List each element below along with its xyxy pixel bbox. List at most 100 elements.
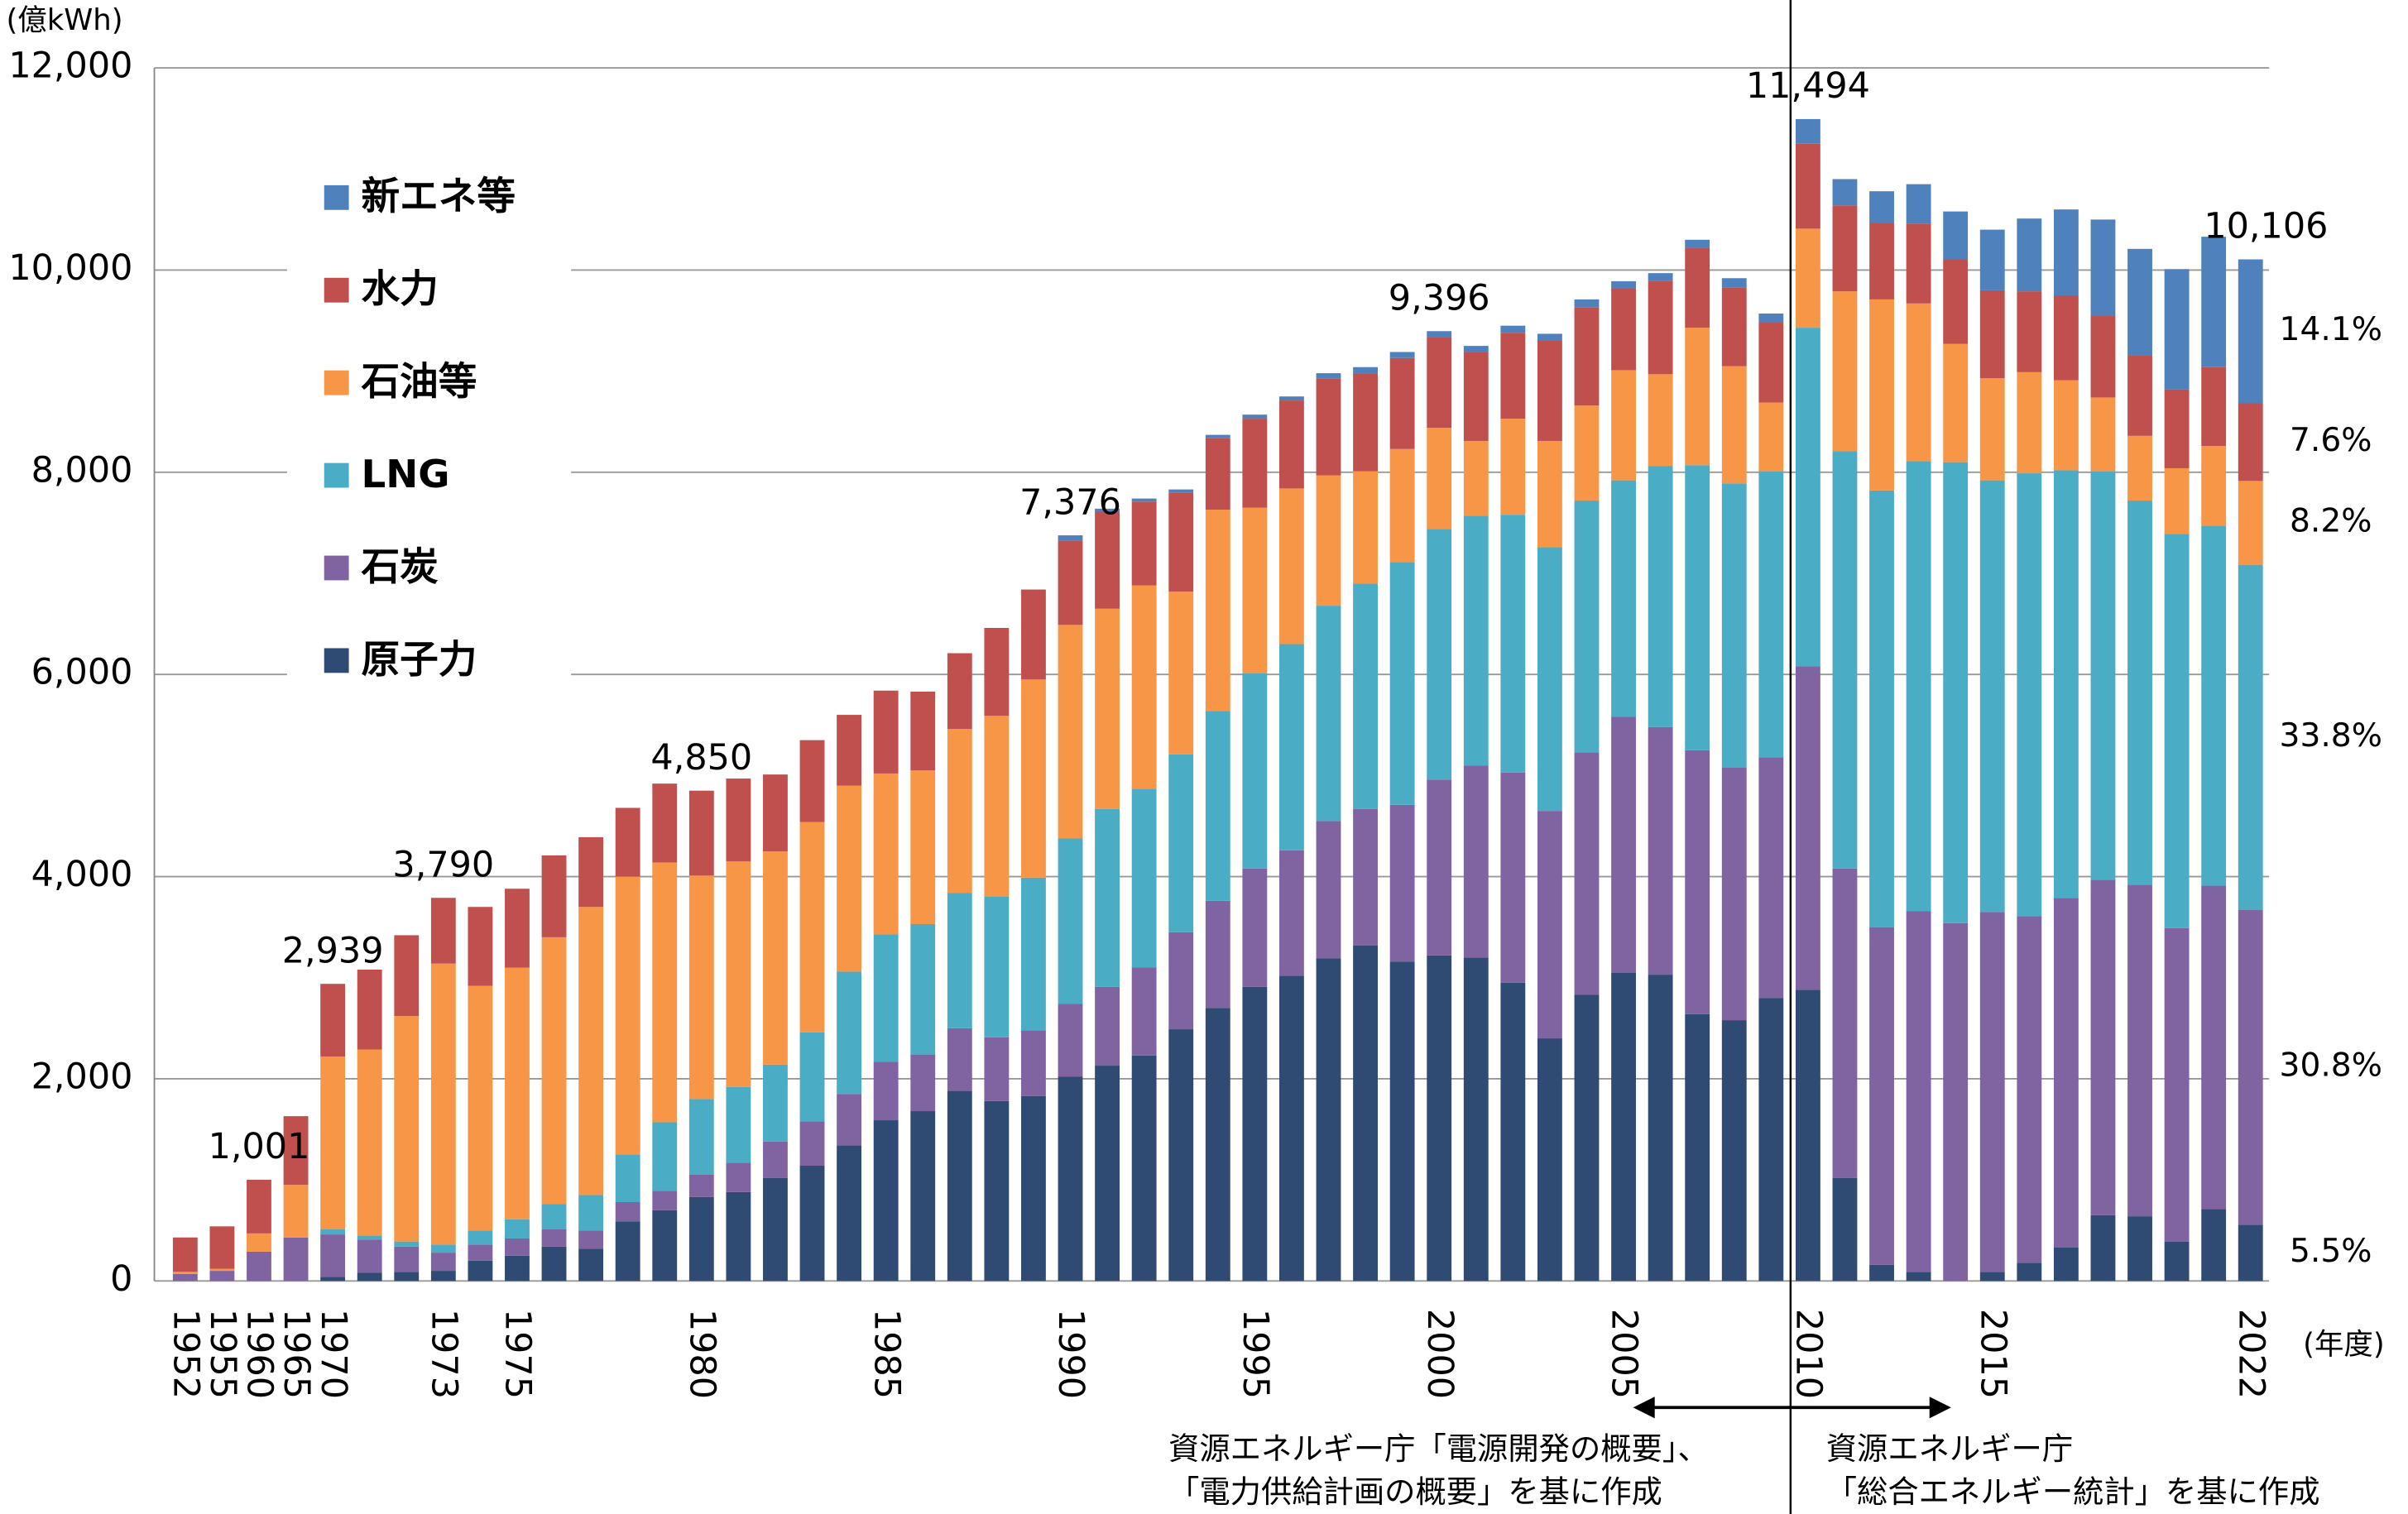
bar-segment — [726, 861, 751, 1087]
bar-segment — [2127, 1216, 2152, 1282]
bar-segment — [357, 1049, 382, 1236]
bar-segment — [2201, 237, 2227, 367]
bar-segment — [1795, 328, 1820, 667]
bar-segment — [615, 1221, 640, 1282]
x-tick-label: 2015 — [1972, 1309, 2013, 1399]
bar-segment — [1279, 644, 1304, 850]
bar-segment — [2017, 371, 2042, 474]
bar-segment — [2053, 470, 2079, 898]
bar-segment — [615, 876, 640, 1155]
bar-segment — [1574, 307, 1600, 406]
bar-segment — [320, 1277, 346, 1282]
total-label: 4,850 — [650, 737, 752, 779]
bar-segment — [578, 1248, 604, 1282]
bar-segment — [541, 855, 567, 937]
bar-segment — [1832, 291, 1858, 452]
x-tick-label: 1990 — [1050, 1309, 1091, 1399]
x-tick-label: 1980 — [681, 1309, 722, 1399]
bar-segment — [1869, 223, 1894, 299]
bar-segment — [1795, 118, 1820, 144]
bar-segment — [1906, 911, 1931, 1272]
bar-segment — [247, 1233, 271, 1252]
bar-segment — [1168, 754, 1194, 932]
bar-segment — [1427, 529, 1452, 780]
bar-segment — [1721, 767, 1747, 1021]
bar-segment — [1463, 346, 1489, 352]
bar-segment — [2164, 269, 2190, 390]
bar-segment — [1758, 998, 1784, 1282]
bar-segment — [430, 1244, 456, 1253]
bar-segment — [209, 1226, 235, 1269]
bar-segment — [1721, 1020, 1747, 1282]
bar-segment — [1611, 370, 1636, 481]
bar-segment — [1611, 972, 1636, 1282]
bar-segment — [1500, 333, 1526, 419]
bar-segment — [2090, 315, 2116, 398]
bar-segment — [910, 770, 936, 924]
bar-segment — [2017, 1262, 2042, 1282]
bar-segment — [320, 1234, 346, 1277]
bar-segment — [1648, 374, 1673, 467]
bar-segment — [541, 1204, 567, 1229]
bar-segment — [1685, 247, 1710, 328]
bar-segment — [1611, 480, 1636, 717]
bar-segment — [1500, 515, 1526, 773]
bar-segment — [1316, 378, 1341, 476]
bar-segment — [1537, 811, 1562, 1039]
bar-segment — [2017, 291, 2042, 372]
note: 「電力供給計画の概要」を基に作成 — [1168, 1473, 1662, 1510]
bar-segment — [1021, 877, 1046, 1031]
bar-segment — [2053, 209, 2079, 296]
bar-segment — [468, 1260, 493, 1282]
bar-segment — [1463, 957, 1489, 1282]
bar-segment — [1906, 1272, 1931, 1282]
bar-segment — [1869, 1264, 1894, 1282]
bar-segment — [2238, 564, 2263, 911]
legend-label: 石炭 — [362, 544, 439, 589]
bar-segment — [1758, 314, 1784, 323]
bar-segment — [837, 715, 862, 786]
bar-segment — [320, 984, 346, 1057]
bar-segment — [1906, 184, 1931, 224]
bar-segment — [2127, 435, 2152, 501]
bar-segment — [1721, 278, 1747, 288]
bar-segment — [1685, 328, 1710, 466]
bar-segment — [1021, 1030, 1046, 1096]
bar-segment — [394, 935, 420, 1017]
bar-segment — [1058, 838, 1083, 1004]
bar-segment — [1648, 975, 1673, 1282]
bar-segment — [1168, 932, 1194, 1030]
bar-segment — [394, 1241, 420, 1247]
bar-segment — [2090, 219, 2116, 316]
bar-segment — [1574, 299, 1600, 308]
bar-segment — [688, 1196, 714, 1282]
bar-segment — [1685, 1013, 1710, 1282]
bar-segment — [763, 1141, 788, 1178]
bar-segment — [1685, 239, 1710, 248]
bar-segment — [2017, 473, 2042, 917]
bar-segment — [1168, 1029, 1194, 1282]
bar-segment — [1906, 303, 1931, 462]
bar-segment — [1242, 507, 1268, 673]
total-label: 1,001 — [209, 1126, 310, 1167]
total-label: 9,396 — [1389, 277, 1490, 319]
bar-segment — [1058, 625, 1083, 839]
bar-segment — [1058, 540, 1083, 625]
bar-segment — [1574, 405, 1600, 501]
bar-segment — [1242, 414, 1268, 419]
bar-segment — [1058, 1004, 1083, 1077]
bar-segment — [1095, 608, 1120, 809]
bar-segment — [1943, 922, 1969, 1282]
bar-segment — [1832, 451, 1858, 869]
x-tick-label: 1975 — [497, 1309, 539, 1399]
bar-segment — [1353, 367, 1378, 374]
bar-segment — [688, 875, 714, 1100]
bar-segment — [578, 907, 604, 1195]
bar-segment — [984, 716, 1010, 898]
bar-segment — [1721, 366, 1747, 484]
x-tick-label: 2000 — [1419, 1309, 1461, 1399]
bar-segment — [1316, 373, 1341, 379]
bar-segment — [1242, 419, 1268, 508]
legend-swatch — [324, 555, 349, 581]
